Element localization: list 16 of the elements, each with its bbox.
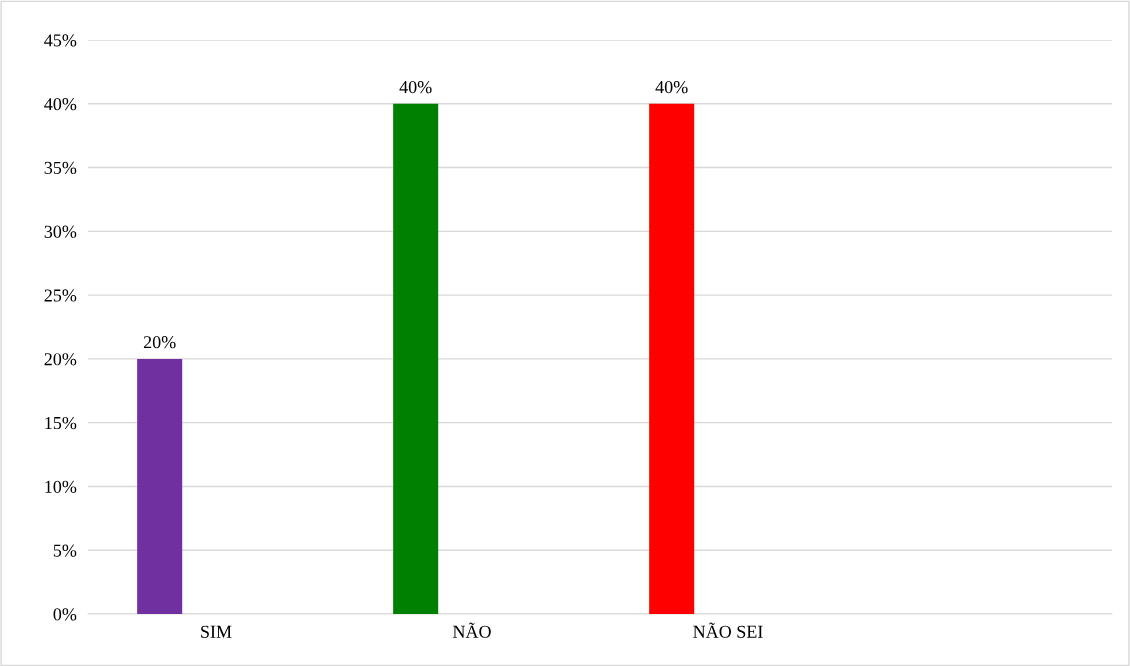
x-tick-label: SIM: [201, 625, 232, 638]
y-tick-label: 20%: [44, 353, 77, 366]
x-tick-label: NÃO: [452, 622, 491, 638]
y-tick-label: 35%: [44, 161, 77, 175]
data-label: 40%: [655, 80, 688, 94]
y-tick-label: 10%: [45, 480, 77, 493]
y-tick-label: 45%: [44, 34, 77, 47]
y-tick-label: 0%: [53, 608, 77, 621]
y-tick-label: 5%: [53, 544, 77, 557]
data-label: 40%: [399, 80, 432, 94]
y-tick-label: 30%: [44, 225, 77, 238]
y-tick-label: 15%: [45, 416, 77, 430]
x-tick-label: NÃO SEI: [693, 622, 763, 638]
y-tick-label: 40%: [44, 98, 77, 111]
y-tick-label: 25%: [44, 289, 77, 302]
data-label: 20%: [143, 336, 176, 349]
